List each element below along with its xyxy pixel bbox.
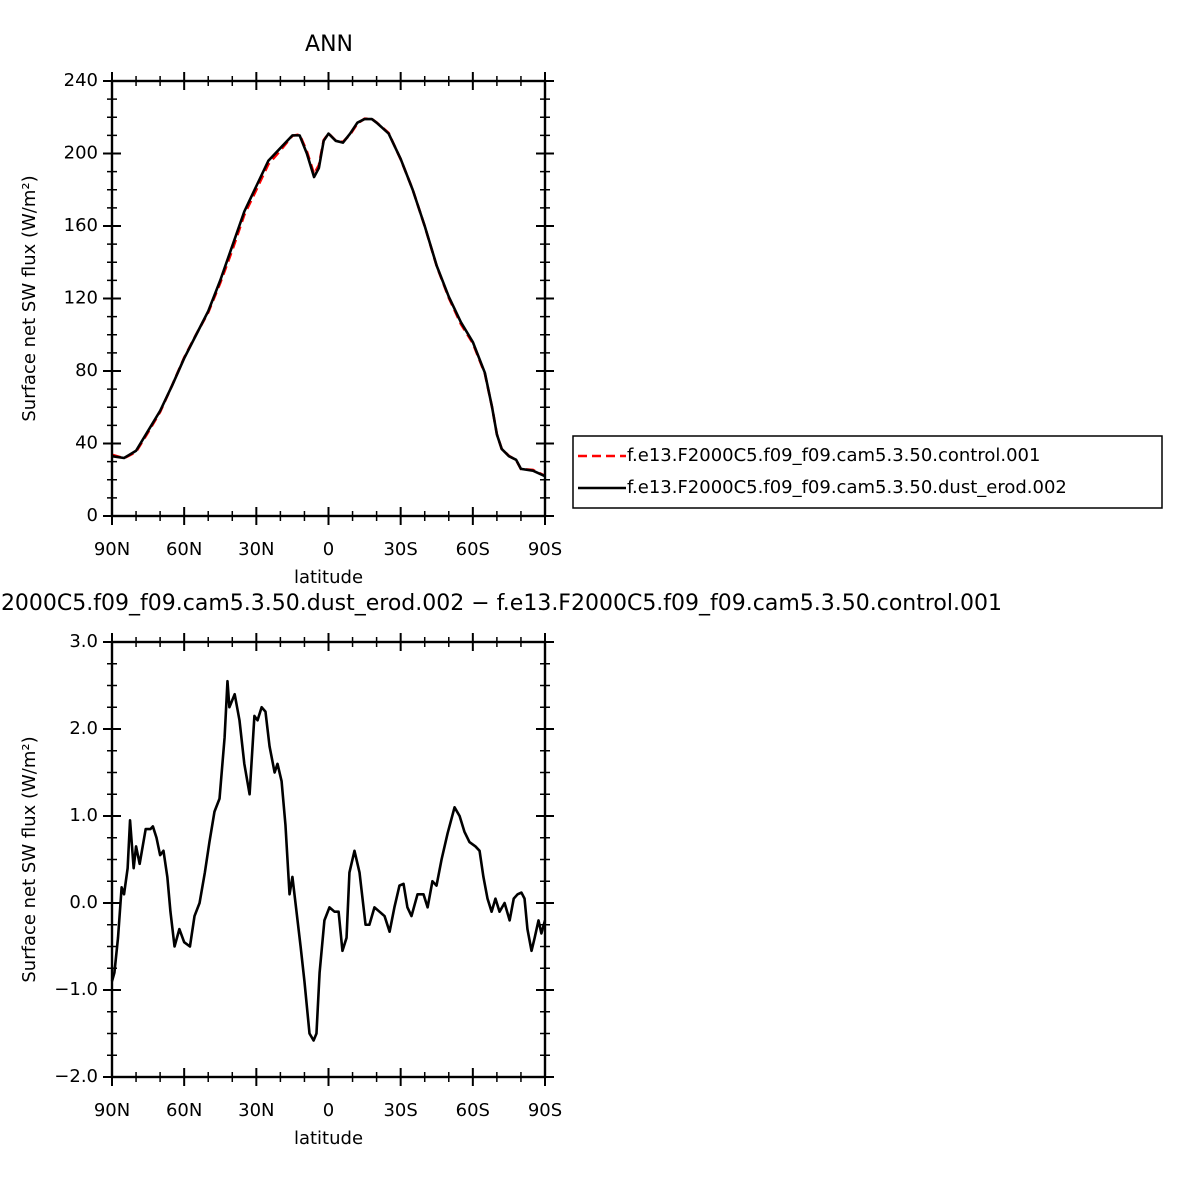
y-tick-label: 240: [64, 70, 98, 91]
y-tick-label: 3.0: [69, 631, 98, 652]
legend-box: [572, 435, 1163, 509]
x-tick-label: 30S: [383, 1100, 417, 1121]
plot-frame: [110, 79, 547, 518]
y-tick-label: 0.0: [69, 892, 98, 913]
legend-label: f.e13.F2000C5.f09_f09.cam5.3.50.dust_ero…: [627, 477, 1067, 498]
x-tick-label: 30S: [383, 539, 417, 560]
x-tick-label: 60S: [456, 1100, 490, 1121]
y-tick-label: 120: [64, 288, 98, 309]
y-tick-label: 40: [75, 433, 98, 454]
series-line: [111, 117, 546, 477]
x-axis-label: latitude: [294, 567, 363, 588]
y-tick-label: 80: [75, 360, 98, 381]
y-tick-label: 1.0: [69, 805, 98, 826]
chart-title: f.e13.F2000C5.f09_f09.cam5.3.50.dust_ero…: [0, 591, 1002, 616]
y-tick-label: 160: [64, 215, 98, 236]
y-tick-label: 0: [87, 505, 98, 526]
plot-frame: [110, 640, 547, 1079]
series-line: [111, 117, 546, 478]
x-tick-label: 60N: [166, 1100, 202, 1121]
x-tick-label: 90S: [528, 539, 562, 560]
y-tick-label: −1.0: [54, 979, 98, 1000]
chart-title: ANN: [305, 32, 353, 57]
x-axis-label: latitude: [294, 1128, 363, 1149]
y-tick-label: −2.0: [54, 1066, 98, 1087]
x-tick-label: 30N: [238, 1100, 274, 1121]
x-tick-label: 60S: [456, 539, 490, 560]
x-tick-label: 90N: [94, 1100, 130, 1121]
y-tick-label: 200: [64, 143, 98, 164]
x-tick-label: 0: [323, 1100, 334, 1121]
series-line: [110, 679, 547, 1042]
y-tick-label: 2.0: [69, 718, 98, 739]
x-tick-label: 60N: [166, 539, 202, 560]
y-axis-label: Surface net SW flux (W/m²): [19, 736, 40, 982]
y-axis-label: Surface net SW flux (W/m²): [19, 175, 40, 421]
x-tick-label: 0: [323, 539, 334, 560]
x-tick-label: 90N: [94, 539, 130, 560]
legend-label: f.e13.F2000C5.f09_f09.cam5.3.50.control.…: [627, 445, 1040, 466]
x-tick-label: 30N: [238, 539, 274, 560]
x-tick-label: 90S: [528, 1100, 562, 1121]
